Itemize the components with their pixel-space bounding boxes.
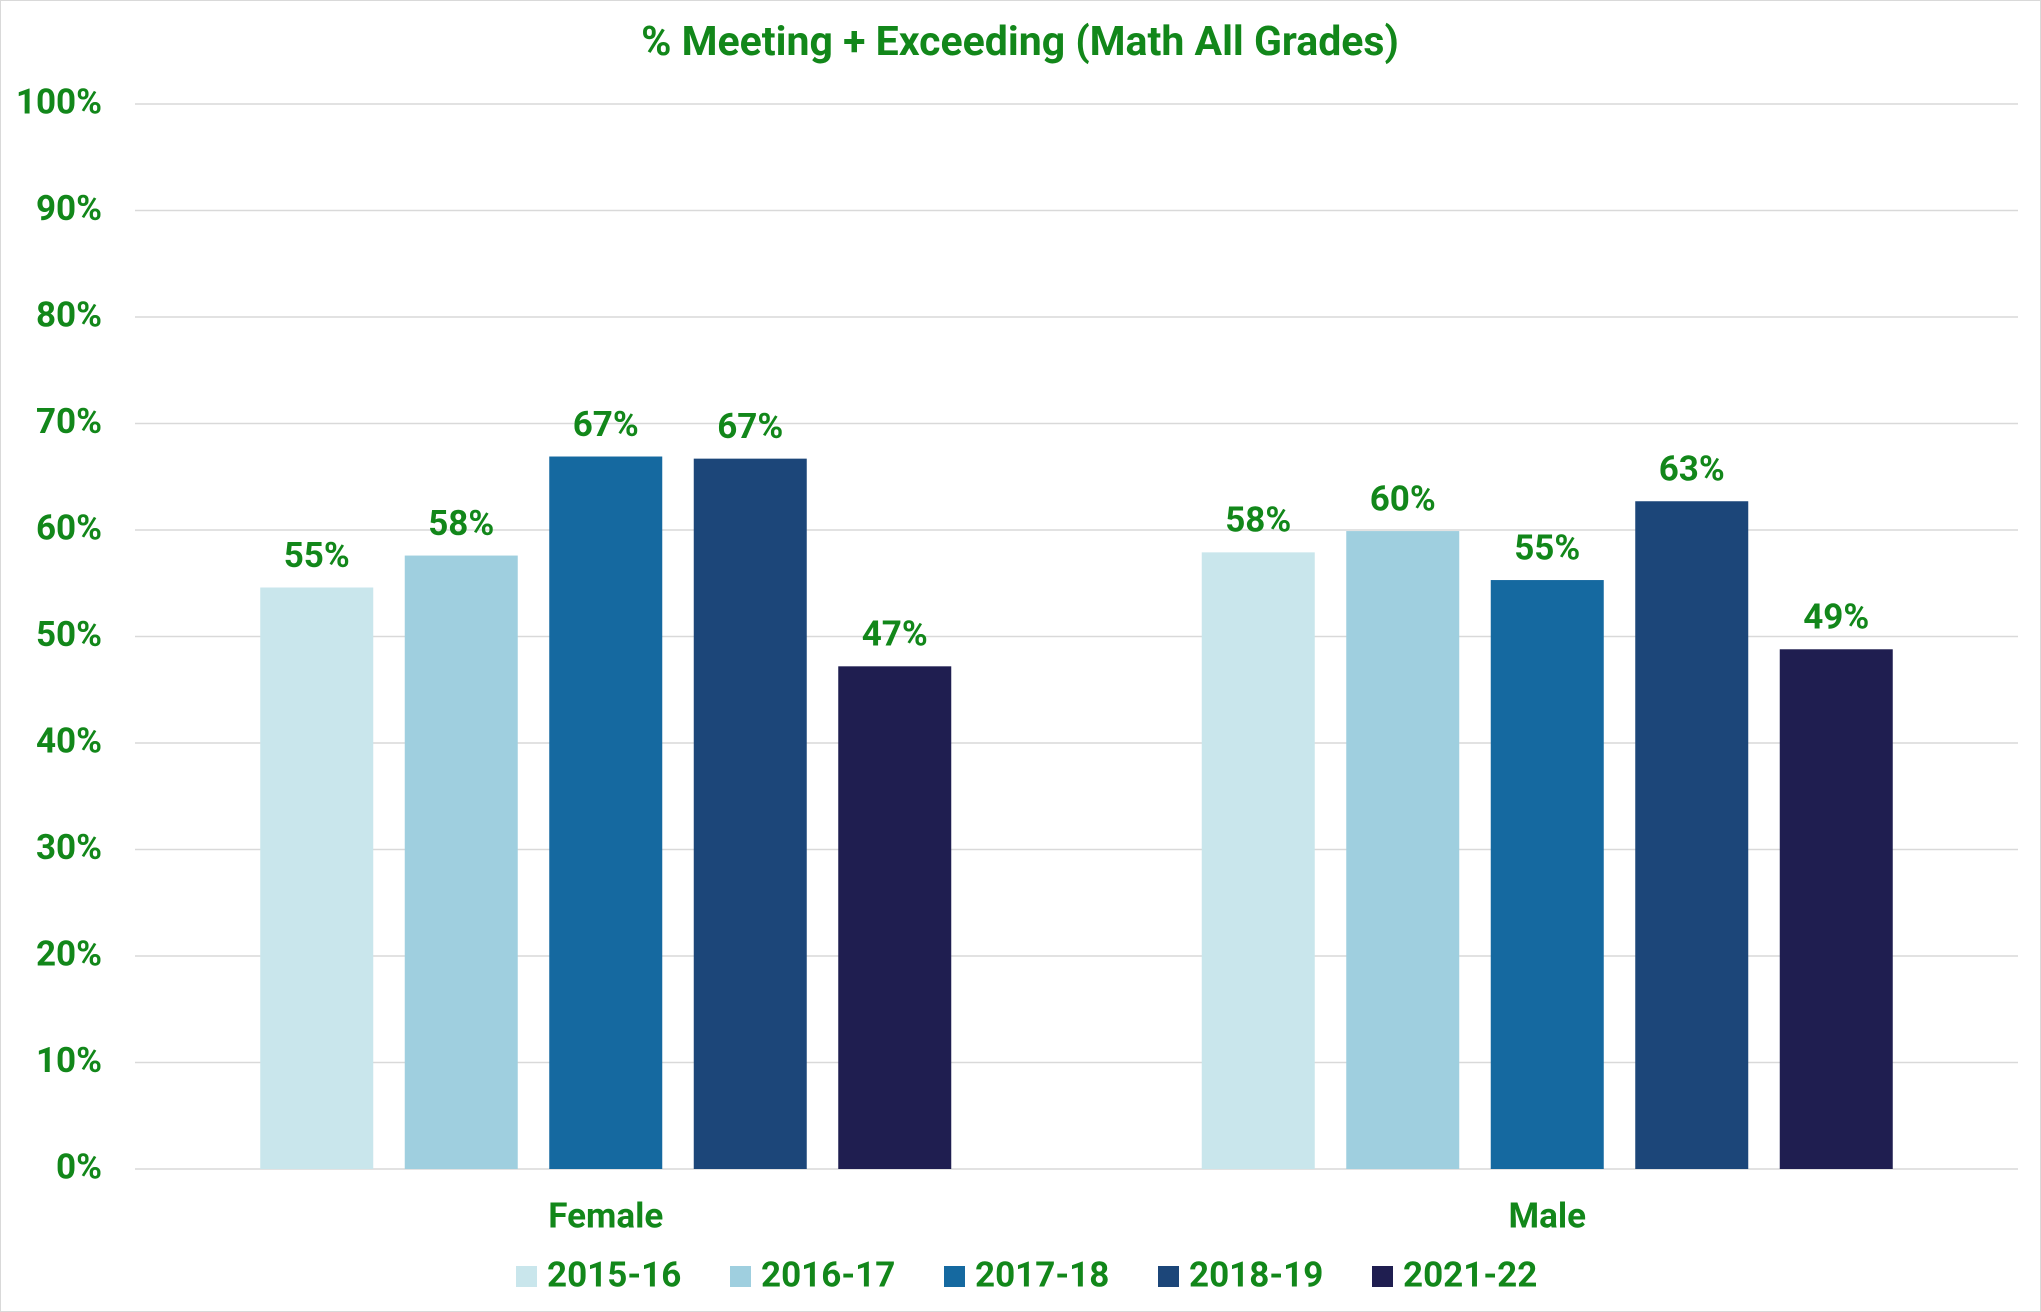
- bar: [549, 456, 663, 1169]
- bar: [260, 587, 374, 1169]
- data-label: 58%: [1225, 500, 1291, 541]
- legend-swatch: [944, 1266, 965, 1287]
- data-label: 63%: [1659, 448, 1725, 489]
- data-label: 47%: [862, 614, 928, 655]
- data-label: 49%: [1803, 597, 1869, 638]
- x-tick-label: Male: [1508, 1195, 1586, 1236]
- y-tick-label: 10%: [36, 1040, 102, 1081]
- data-label: 58%: [428, 503, 494, 544]
- data-label: 55%: [1514, 527, 1580, 568]
- legend-swatch: [1372, 1266, 1393, 1287]
- bar: [1201, 552, 1315, 1169]
- bar: [404, 555, 518, 1169]
- y-tick-label: 60%: [36, 507, 102, 548]
- data-label: 67%: [573, 404, 639, 445]
- bar: [1346, 531, 1460, 1169]
- y-tick-label: 80%: [36, 294, 102, 335]
- data-label: 60%: [1370, 478, 1436, 519]
- legend-label: 2018-19: [1189, 1254, 1323, 1295]
- data-label: 67%: [717, 406, 783, 447]
- chart-title: % Meeting + Exceeding (Math All Grades): [641, 18, 1399, 66]
- legend-swatch: [516, 1266, 537, 1287]
- bar: [693, 458, 807, 1169]
- legend-label: 2016-17: [761, 1254, 895, 1295]
- y-tick-label: 30%: [36, 827, 102, 868]
- bar: [1490, 580, 1604, 1169]
- legend-label: 2017-18: [975, 1254, 1109, 1295]
- data-label: 55%: [284, 535, 350, 576]
- y-tick-label: 70%: [36, 401, 102, 442]
- y-tick-label: 0%: [56, 1146, 102, 1187]
- legend-label: 2015-16: [547, 1254, 681, 1295]
- bar: [1779, 649, 1893, 1169]
- legend-label: 2021-22: [1403, 1254, 1537, 1295]
- y-tick-label: 50%: [36, 614, 102, 655]
- legend-swatch: [1158, 1266, 1179, 1287]
- bar: [838, 666, 952, 1169]
- legend-swatch: [730, 1266, 751, 1287]
- bar: [1635, 501, 1749, 1169]
- x-tick-label: Female: [548, 1195, 663, 1236]
- y-tick-label: 40%: [36, 720, 102, 761]
- y-tick-label: 20%: [36, 933, 102, 974]
- y-tick-label: 100%: [16, 81, 102, 122]
- y-tick-label: 90%: [36, 188, 102, 229]
